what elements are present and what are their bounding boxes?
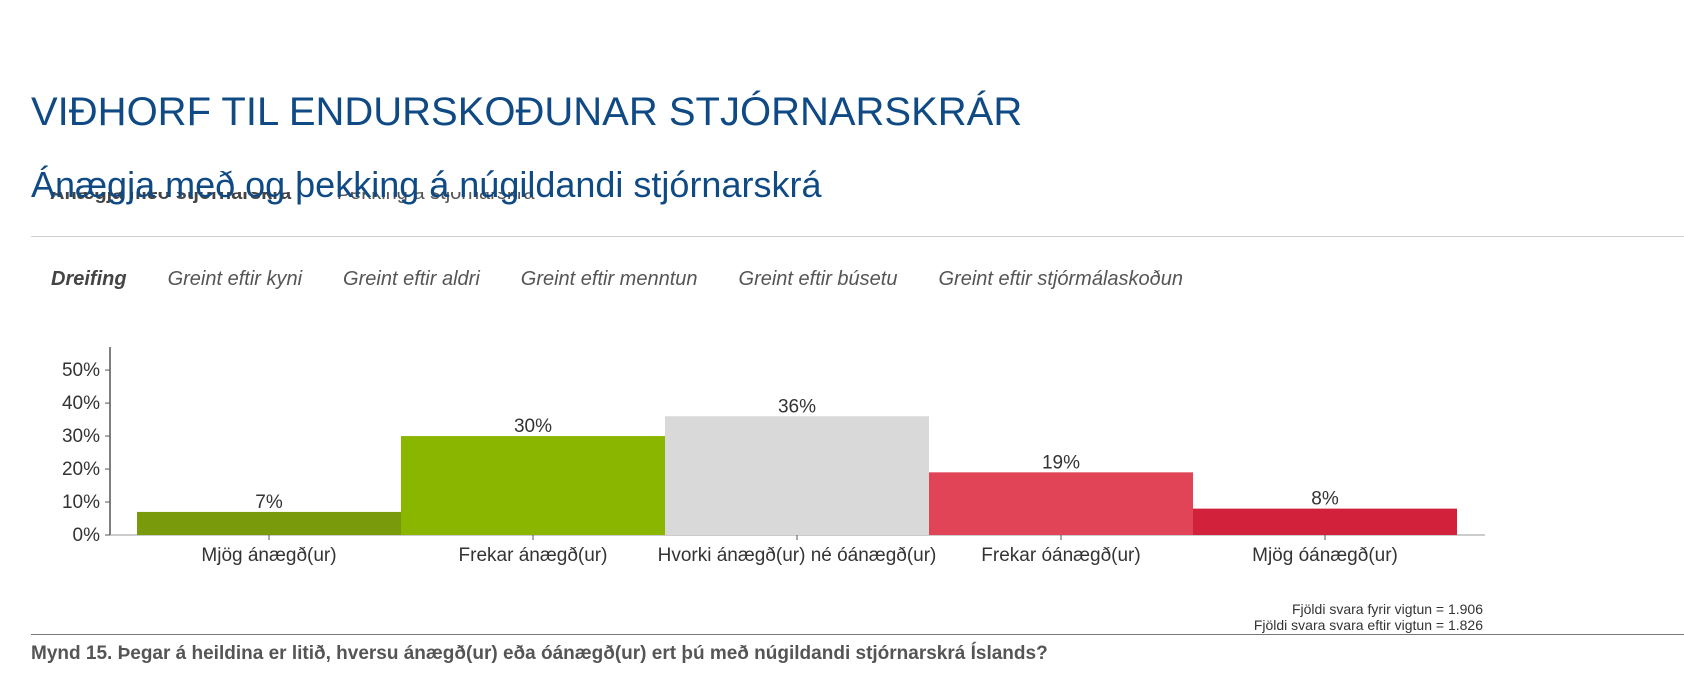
y-tick-label: 30% [62, 426, 100, 447]
bar-value-label: 8% [1311, 489, 1339, 510]
bar-4 [929, 472, 1193, 535]
bar-2 [401, 436, 665, 535]
y-tick-label: 0% [73, 525, 101, 546]
note-before-weighting: Fjöldi svara fyrir vigtun = 1.906 [1291, 601, 1483, 617]
x-category-label: Hvorki ánægð(ur) né óánægð(ur) [658, 545, 937, 566]
bar-value-label: 30% [514, 416, 552, 437]
divider [31, 236, 1684, 237]
tab-buseta[interactable]: Greint eftir búsetu [738, 268, 898, 290]
page-title: VIÐHORF TIL ENDURSKOÐUNAR STJÓRNARSKRÁR [31, 90, 1023, 134]
top-tab-bar: Ánægja með stjórnarskrá Þekking á stjórn… [50, 192, 690, 216]
caption-divider [31, 634, 1684, 635]
x-category-label: Frekar ánægð(ur) [459, 545, 608, 566]
page-subtitle: Ánægja með og þekking á núgildandi stjór… [31, 164, 822, 205]
bar-3 [665, 416, 929, 535]
sub-tab-bar: Dreifing Greint eftir kyni Greint eftir … [51, 268, 1183, 291]
x-category-label: Mjög óánægð(ur) [1252, 545, 1398, 566]
y-tick-label: 50% [62, 360, 100, 381]
bar-value-label: 36% [778, 396, 816, 417]
figure-caption: Mynd 15. Þegar á heildina er litið, hver… [31, 643, 1048, 664]
x-category-label: Frekar óánægð(ur) [981, 545, 1140, 566]
tab-dreifing[interactable]: Dreifing [51, 268, 127, 290]
bar-value-label: 19% [1042, 452, 1080, 473]
y-tick-label: 40% [62, 393, 100, 414]
tab-menntun[interactable]: Greint eftir menntun [520, 268, 698, 290]
tab-kyn[interactable]: Greint eftir kyni [167, 268, 303, 290]
x-category-label: Mjög ánægð(ur) [201, 545, 336, 566]
note-after-weighting: Fjöldi svara svara eftir vigtun = 1.826 [1253, 617, 1483, 633]
y-tick-label: 10% [62, 492, 100, 513]
bar-chart: 0% 10% 20% 30% 40% 50% 7% Mjög ánægð(ur) 30% Fre… [62, 347, 1485, 566]
bar-5 [1193, 508, 1457, 535]
bar-1 [137, 511, 401, 535]
tab-anaegja[interactable]: Ánægja með stjórnarskrá [50, 192, 292, 204]
tab-aldur[interactable]: Greint eftir aldri [343, 268, 480, 290]
y-tick-label: 20% [62, 459, 100, 480]
tab-thekking[interactable]: Þekking á stjórnarskrá [336, 192, 535, 204]
bar-value-label: 7% [255, 492, 283, 513]
tab-stjornmalaskodun[interactable]: Greint eftir stjórmálaskoðun [938, 268, 1184, 290]
